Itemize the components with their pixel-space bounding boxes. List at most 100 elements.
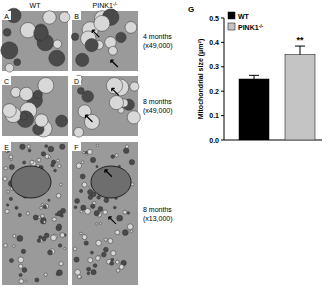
organelle <box>97 196 101 200</box>
label-bg <box>2 11 11 20</box>
organelle <box>82 182 87 187</box>
organelle <box>127 224 133 230</box>
organelle <box>51 163 54 166</box>
organelle <box>110 261 114 265</box>
micrograph-bg <box>72 11 138 71</box>
organelle <box>15 206 18 209</box>
organelle <box>11 87 21 97</box>
label-bg <box>72 142 81 151</box>
micrograph <box>72 142 138 285</box>
organelle <box>13 245 16 248</box>
y-tick-label: 0.1 <box>209 112 219 119</box>
organelle <box>38 216 40 218</box>
organelle <box>58 244 61 247</box>
organelle <box>56 193 61 198</box>
legend-swatch <box>228 12 235 19</box>
organelle <box>4 244 8 248</box>
organelle <box>21 249 25 253</box>
organelle <box>127 111 140 124</box>
organelle <box>20 113 27 120</box>
micrograph <box>71 9 138 71</box>
organelle <box>4 167 7 170</box>
organelle <box>40 207 43 210</box>
arrow <box>92 30 99 37</box>
organelle <box>20 22 35 37</box>
organelle <box>96 240 102 246</box>
organelle <box>59 262 63 266</box>
organelle <box>117 215 123 221</box>
organelle <box>80 174 85 179</box>
panel-label: C <box>4 78 9 85</box>
organelle <box>18 213 21 216</box>
organelle <box>111 251 116 256</box>
organelle <box>105 37 116 48</box>
organelle <box>111 258 114 261</box>
organelle <box>48 199 50 201</box>
organelle <box>10 159 12 161</box>
column-header: WT <box>30 2 42 9</box>
organelle <box>100 222 102 224</box>
organelle <box>14 59 21 66</box>
label-bg <box>2 142 11 151</box>
row-label: 4 months <box>143 33 172 40</box>
micrograph-bg <box>72 76 138 136</box>
micrograph <box>2 76 68 137</box>
organelle <box>39 236 42 239</box>
organelle <box>41 214 45 218</box>
organelle <box>44 233 49 238</box>
organelle <box>41 203 43 205</box>
organelle <box>90 251 93 254</box>
organelle <box>51 235 57 241</box>
panel-label: D <box>74 78 79 85</box>
y-tick-label: 0.5 <box>209 15 219 22</box>
arrow <box>105 170 112 177</box>
organelle <box>104 198 109 203</box>
organelle <box>61 208 66 213</box>
organelle <box>116 269 120 273</box>
y-tick <box>221 18 224 19</box>
organelle <box>113 206 116 209</box>
organelle <box>45 145 48 148</box>
organelle <box>115 154 118 157</box>
y-tick-label: 0.4 <box>209 39 219 46</box>
organelle <box>53 40 61 48</box>
organelle <box>56 115 68 127</box>
y-axis <box>224 18 225 140</box>
organelle <box>60 233 65 238</box>
arrow <box>85 115 92 122</box>
y-tick <box>221 91 224 92</box>
organelle <box>19 273 22 276</box>
organelle <box>123 230 128 235</box>
organelle <box>22 268 27 273</box>
organelle <box>74 257 79 262</box>
organelle <box>28 149 31 152</box>
organelle <box>109 96 123 110</box>
organelle <box>6 204 8 206</box>
organelle <box>52 217 56 221</box>
organelle <box>20 87 33 100</box>
organelle <box>91 204 95 208</box>
organelle <box>44 273 47 276</box>
organelle <box>43 11 56 24</box>
row-magnification: (x49,000) <box>143 42 173 50</box>
organelle <box>103 210 107 214</box>
organelle <box>27 145 30 148</box>
superscript: -/- <box>113 2 118 7</box>
organelle <box>76 163 82 169</box>
organelle <box>125 22 137 34</box>
organelle <box>77 275 81 279</box>
organelle <box>9 165 14 170</box>
arrow <box>112 88 119 95</box>
organelle <box>33 215 38 220</box>
row-magnification: (x49,000) <box>143 107 173 115</box>
label-bg <box>2 76 11 85</box>
organelle <box>123 148 128 153</box>
organelle <box>89 186 91 188</box>
label-bg <box>72 11 81 20</box>
organelle <box>80 210 83 213</box>
organelle <box>74 127 84 137</box>
micrograph <box>1 8 70 72</box>
superscript: -/- <box>259 23 264 28</box>
organelle <box>83 151 85 153</box>
organelle <box>84 114 99 129</box>
